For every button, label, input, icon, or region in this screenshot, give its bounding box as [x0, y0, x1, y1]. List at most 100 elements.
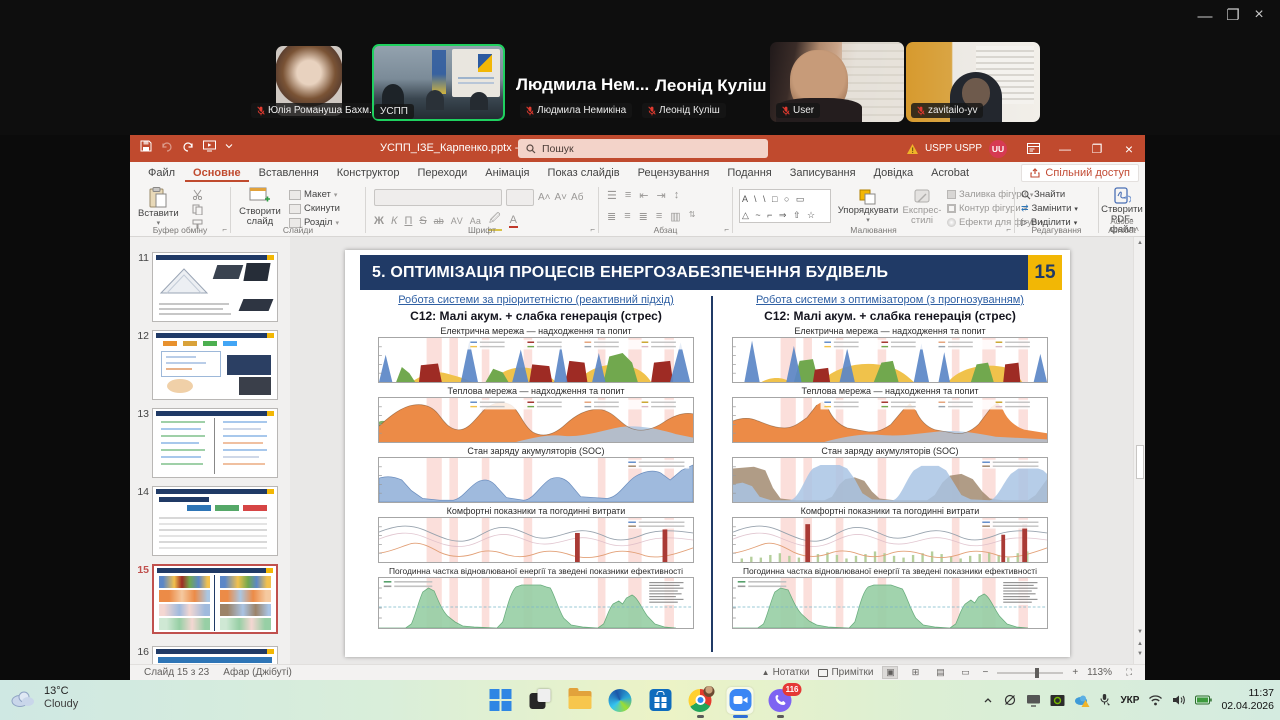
start-slideshow-icon[interactable]: [203, 140, 216, 152]
undo-icon[interactable]: [161, 140, 173, 152]
scrollbar-thumb[interactable]: [1136, 445, 1144, 479]
select-button[interactable]: ▷ Виділити ▾: [1021, 217, 1078, 228]
tab-view[interactable]: Подання: [727, 167, 772, 179]
arrange-button[interactable]: Упорядкувати ▾: [838, 188, 898, 226]
slide-thumbnail-12[interactable]: [152, 330, 278, 400]
tab-insert[interactable]: Вставлення: [258, 167, 319, 179]
copy-icon[interactable]: [192, 204, 203, 215]
paste-button[interactable]: Вставити ▾: [138, 187, 179, 229]
font-dialog-launcher[interactable]: ⌐: [590, 225, 595, 234]
text-direction-icon[interactable]: ⇅: [688, 210, 696, 219]
tab-slideshow[interactable]: Показ слайдів: [547, 167, 620, 179]
slideshow-button[interactable]: ▭: [961, 667, 970, 677]
tab-recording[interactable]: Записування: [789, 167, 856, 179]
restore-button[interactable]: ❐: [1091, 141, 1103, 156]
next-slide-icon[interactable]: ▼: [1137, 651, 1143, 657]
replace-button[interactable]: ⇄ Замінити ▾: [1021, 203, 1078, 214]
shape-effects-button[interactable]: Ефекти для фігур ▾: [947, 216, 1044, 229]
save-icon[interactable]: [140, 140, 152, 152]
create-pdf-button[interactable]: Створити PDF-файл: [1101, 187, 1143, 235]
ribbon-display-options-icon[interactable]: [1017, 135, 1049, 162]
close-window-icon[interactable]: ×: [1254, 6, 1264, 23]
clock[interactable]: 11:37 02.04.2026: [1221, 687, 1274, 713]
text-shadow-button[interactable]: ab: [433, 215, 444, 226]
scroll-down-icon[interactable]: ▼: [1137, 629, 1143, 635]
bullets-icon[interactable]: ☰: [607, 190, 617, 202]
microsoft-store-button[interactable]: [647, 687, 674, 714]
align-center-icon[interactable]: ≡: [624, 210, 631, 222]
comments-toggle[interactable]: Примітки: [818, 667, 873, 678]
current-slide[interactable]: 5. ОПТИМІЗАЦІЯ ПРОЦЕСІВ ЕНЕРГОЗАБЕЗПЕЧЕН…: [345, 250, 1070, 657]
task-view-button[interactable]: [527, 687, 554, 714]
previous-slide-icon[interactable]: ▲: [1137, 641, 1143, 647]
format-painter-icon[interactable]: [192, 219, 203, 230]
shape-fill-button[interactable]: Заливка фігури ▾: [947, 188, 1044, 201]
clipboard-dialog-launcher[interactable]: ⌐: [222, 225, 227, 234]
scroll-up-icon[interactable]: ▲: [1137, 240, 1143, 246]
chrome-button[interactable]: [687, 685, 715, 718]
zoom-slider-thumb[interactable]: [1035, 667, 1040, 678]
vertical-scrollbar[interactable]: ▲ ▼ ▲ ▼: [1133, 237, 1145, 664]
layout-button[interactable]: Макет ▾: [289, 188, 340, 201]
underline-button[interactable]: П: [404, 214, 413, 227]
tray-expand-icon[interactable]: [982, 694, 994, 706]
tab-review[interactable]: Рецензування: [637, 167, 710, 179]
shapes-gallery[interactable]: A \ \ □ ○ ▭ △ ~ ⌐ ⇒ ⇧ ☆: [739, 189, 831, 223]
line-spacing-icon[interactable]: ↕: [673, 189, 680, 201]
slide-thumbnail-13[interactable]: [152, 408, 278, 478]
align-left-icon[interactable]: ≣: [607, 211, 617, 223]
italic-button[interactable]: К: [390, 214, 398, 227]
collapse-ribbon-icon[interactable]: ˄: [1134, 225, 1139, 234]
indent-decrease-icon[interactable]: ⇤: [639, 190, 649, 202]
slide-thumbnail-14[interactable]: [152, 486, 278, 556]
edge-button[interactable]: [607, 687, 634, 714]
fit-slide-button[interactable]: ⛶: [1125, 667, 1133, 677]
start-button[interactable]: [487, 687, 514, 714]
normal-view-button[interactable]: ▣: [882, 666, 899, 679]
align-right-icon[interactable]: ≣: [638, 211, 648, 223]
notes-toggle[interactable]: ▲ Нотатки: [761, 667, 810, 678]
share-button[interactable]: Спільний доступ: [1021, 164, 1139, 182]
new-slide-button[interactable]: Створити слайд: [236, 187, 284, 227]
section-button[interactable]: Розділ ▾: [289, 216, 340, 229]
reading-view-button[interactable]: ▤: [936, 667, 945, 677]
microphone-icon[interactable]: [1099, 693, 1111, 707]
slide-sorter-view-button[interactable]: ⊞: [911, 667, 920, 677]
justify-icon[interactable]: ≡: [655, 210, 663, 222]
volume-icon[interactable]: [1172, 694, 1186, 706]
close-button[interactable]: ×: [1124, 140, 1134, 157]
slide-thumbnail-11[interactable]: [152, 252, 278, 322]
slide-thumbnail-16[interactable]: [152, 646, 278, 664]
indent-increase-icon[interactable]: ⇥: [656, 190, 666, 202]
tab-animations[interactable]: Анімація: [485, 167, 530, 179]
zoom-app-button[interactable]: [726, 686, 754, 718]
quick-styles-button[interactable]: Експрес-стилі: [899, 188, 945, 226]
cut-icon[interactable]: [192, 189, 203, 200]
tab-acrobat[interactable]: Acrobat: [931, 167, 970, 179]
language-indicator[interactable]: Афар (Джібуті): [223, 667, 292, 678]
nvidia-icon[interactable]: [1050, 694, 1065, 707]
drawing-dialog-launcher[interactable]: ⌐: [1006, 225, 1011, 234]
font-name-input[interactable]: [374, 189, 502, 206]
zoom-slider[interactable]: [997, 667, 1064, 678]
account-avatar[interactable]: UU: [989, 139, 1007, 158]
zoom-level[interactable]: 113%: [1087, 667, 1112, 678]
search-box[interactable]: Пошук: [518, 139, 768, 158]
grow-font-icon[interactable]: А˄: [538, 192, 551, 203]
strikethrough-button[interactable]: S: [419, 214, 427, 227]
bold-button[interactable]: Ж: [374, 214, 384, 227]
shrink-font-icon[interactable]: А˅: [554, 192, 568, 203]
clear-format-icon[interactable]: Аб: [571, 192, 584, 203]
hidden-icon[interactable]: [1003, 693, 1017, 707]
display-icon[interactable]: [1026, 694, 1041, 707]
change-case-button[interactable]: Аа: [469, 215, 481, 226]
minimize-window-icon[interactable]: —: [1197, 8, 1213, 25]
minimize-button[interactable]: —: [1059, 141, 1071, 156]
slide-thumbnail-15[interactable]: [152, 564, 278, 634]
viber-button[interactable]: 116: [767, 682, 802, 718]
numbering-icon[interactable]: ≡: [624, 189, 632, 201]
weather-widget[interactable]: 13°C Cloudy: [10, 684, 78, 711]
font-size-input[interactable]: [506, 189, 534, 206]
language-switcher[interactable]: УКР: [1120, 694, 1140, 706]
participant-video-uspp[interactable]: [372, 44, 505, 121]
